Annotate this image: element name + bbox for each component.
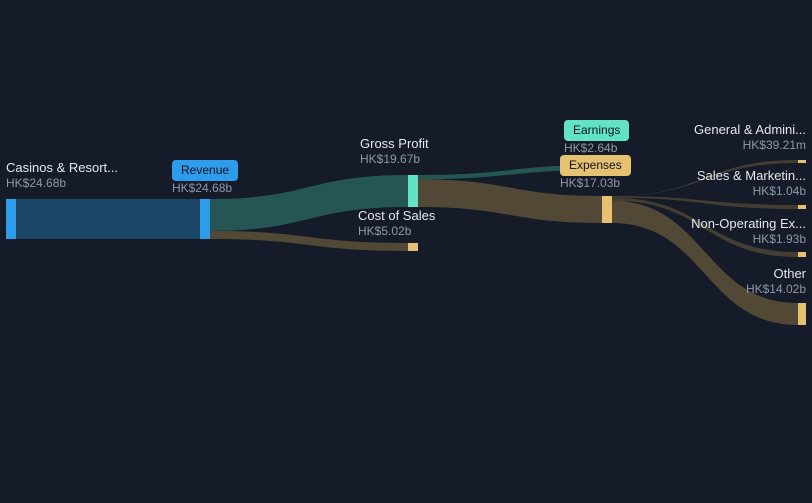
node-non_operating[interactable] [798, 252, 806, 257]
label-earnings: EarningsHK$2.64b [564, 120, 629, 156]
casinos-title: Casinos & Resort... [6, 160, 118, 176]
sales_marketing-title: Sales & Marketin... [697, 168, 806, 184]
label-expenses: ExpensesHK$17.03b [560, 155, 631, 191]
label-gross_profit: Gross ProfitHK$19.67b [360, 136, 429, 167]
label-other: OtherHK$14.02b [746, 266, 806, 297]
sales_marketing-value: HK$1.04b [697, 184, 806, 199]
label-sales_marketing: Sales & Marketin...HK$1.04b [697, 168, 806, 199]
other-value: HK$14.02b [746, 282, 806, 297]
general_admin-value: HK$39.21m [694, 138, 806, 153]
label-cost_of_sales: Cost of SalesHK$5.02b [358, 208, 435, 239]
earnings-value: HK$2.64b [564, 141, 629, 156]
casinos-value: HK$24.68b [6, 176, 118, 191]
node-expenses[interactable] [602, 196, 612, 223]
node-general_admin[interactable] [798, 160, 806, 163]
node-other[interactable] [798, 303, 806, 325]
general_admin-title: General & Admini... [694, 122, 806, 138]
label-casinos: Casinos & Resort...HK$24.68b [6, 160, 118, 191]
node-cost_of_sales[interactable] [408, 243, 418, 251]
cost_of_sales-value: HK$5.02b [358, 224, 435, 239]
non_operating-value: HK$1.93b [691, 232, 806, 247]
node-sales_marketing[interactable] [798, 205, 806, 209]
node-casinos[interactable] [6, 199, 16, 239]
label-general_admin: General & Admini...HK$39.21m [694, 122, 806, 153]
expenses-pill: Expenses [560, 155, 631, 176]
gross_profit-value: HK$19.67b [360, 152, 429, 167]
earnings-pill: Earnings [564, 120, 629, 141]
revenue-pill: Revenue [172, 160, 238, 181]
label-non_operating: Non-Operating Ex...HK$1.93b [691, 216, 806, 247]
node-revenue[interactable] [200, 199, 210, 239]
flow-casinos-to-revenue [16, 199, 200, 239]
cost_of_sales-title: Cost of Sales [358, 208, 435, 224]
gross_profit-title: Gross Profit [360, 136, 429, 152]
other-title: Other [746, 266, 806, 282]
expenses-value: HK$17.03b [560, 176, 631, 191]
non_operating-title: Non-Operating Ex... [691, 216, 806, 232]
sankey-diagram [0, 0, 812, 503]
revenue-value: HK$24.68b [172, 181, 238, 196]
label-revenue: RevenueHK$24.68b [172, 160, 238, 196]
node-gross_profit[interactable] [408, 175, 418, 207]
